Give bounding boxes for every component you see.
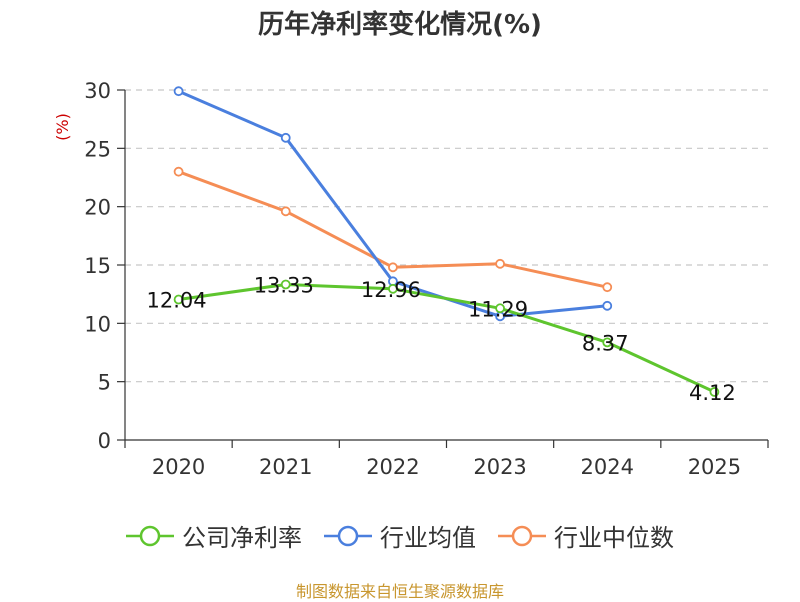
y-tick-label: 15 <box>84 254 111 278</box>
data-point[interactable] <box>280 279 291 290</box>
data-label: 11.29 <box>468 297 528 321</box>
legend-line-circle-icon <box>498 525 546 546</box>
y-tick-label: 10 <box>84 312 111 336</box>
legend-item-industry-median[interactable]: 行业中位数 <box>498 518 674 553</box>
x-tick-label: 2023 <box>473 455 526 479</box>
data-label: 12.96 <box>361 278 421 302</box>
legend-line-circle-icon <box>324 525 372 546</box>
data-point[interactable] <box>495 258 505 269</box>
x-tick-label: 2022 <box>366 455 419 479</box>
legend: 公司净利率 行业均值 行业中位数 <box>0 518 800 553</box>
y-tick-label: 0 <box>98 429 111 453</box>
legend-label: 公司净利率 <box>182 524 302 552</box>
data-point[interactable] <box>173 86 184 97</box>
data-point[interactable] <box>709 387 720 397</box>
data-point[interactable] <box>388 283 398 294</box>
y-axis-label: (%) <box>53 113 72 141</box>
data-point[interactable] <box>602 337 613 348</box>
data-point[interactable] <box>173 166 184 177</box>
data-point[interactable] <box>280 132 291 143</box>
data-point[interactable] <box>602 300 613 311</box>
data-label: 12.04 <box>147 289 207 313</box>
data-point[interactable] <box>602 282 613 293</box>
legend-label: 行业均值 <box>380 524 476 552</box>
data-label: 13.33 <box>254 273 314 297</box>
data-label: 8.37 <box>582 331 629 355</box>
y-tick-label: 5 <box>98 371 111 395</box>
data-point[interactable] <box>388 262 398 273</box>
y-tick-label: 30 <box>84 79 111 103</box>
legend-line-circle-icon <box>126 525 174 546</box>
y-tick-label: 25 <box>84 137 111 161</box>
legend-item-company[interactable]: 公司净利率 <box>126 518 302 553</box>
data-point[interactable] <box>280 206 291 217</box>
chart-title: 历年净利率变化情况(%) <box>258 10 542 40</box>
x-tick-label: 2020 <box>152 455 205 479</box>
legend-label: 行业中位数 <box>554 524 674 552</box>
data-label: 4.12 <box>689 381 736 405</box>
x-tick-label: 2025 <box>688 455 741 479</box>
source-note: 制图数据来自恒生聚源数据库 <box>295 582 504 601</box>
legend-item-industry-mean[interactable]: 行业均值 <box>324 518 476 553</box>
data-point[interactable] <box>173 294 184 305</box>
y-tick-label: 20 <box>84 196 111 220</box>
data-point[interactable] <box>495 303 505 314</box>
series-line-0 <box>178 283 716 394</box>
x-tick-label: 2021 <box>259 455 312 479</box>
x-tick-label: 2024 <box>581 455 634 479</box>
